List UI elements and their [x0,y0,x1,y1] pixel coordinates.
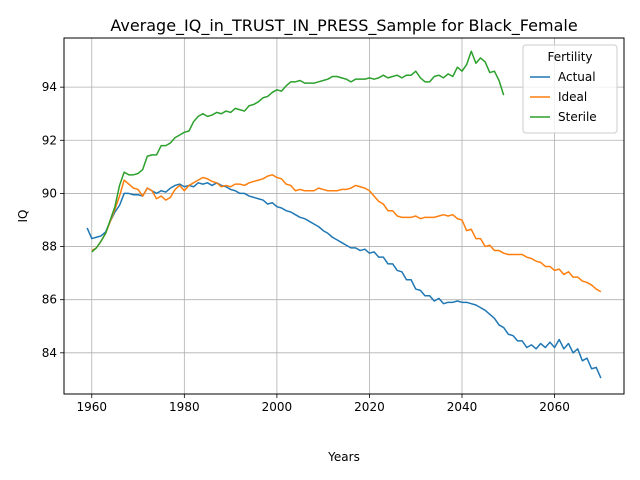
legend-title: Fertility [547,50,592,64]
series-line-sterile [91,50,505,253]
plot-frame [63,37,625,395]
x-tick-label: 2000 [262,400,293,414]
chart-title: Average_IQ_in_TRUST_IN_PRESS_Sample for … [110,16,577,36]
x-tick-label: 2020 [354,400,385,414]
legend-label-ideal: Ideal [558,90,587,104]
legend-label-sterile: Sterile [558,110,597,124]
y-tick-label: 90 [42,186,57,200]
y-tick-label: 94 [42,80,57,94]
x-tick-label: 1960 [76,400,107,414]
series-line-actual [86,182,602,379]
legend-box [522,44,618,134]
y-tick-label: 86 [42,293,57,307]
legend: Fertility Actual Ideal Sterile [522,44,618,134]
x-tick-label: 1980 [169,400,200,414]
y-tick-label: 92 [42,133,57,147]
legend-label-actual: Actual [558,70,596,84]
x-tick-label: 2040 [447,400,478,414]
y-tick-label: 88 [42,240,57,254]
x-axis-label: Years [327,450,360,464]
y-axis-label: IQ [16,210,30,223]
axes: 1960 1980 2000 2020 2040 2060 84 86 88 90 92 94 [42,80,570,414]
x-tick-label: 2060 [539,400,570,414]
y-tick-label: 84 [42,346,57,360]
series-lines [86,50,602,379]
series-line-ideal [91,174,602,293]
